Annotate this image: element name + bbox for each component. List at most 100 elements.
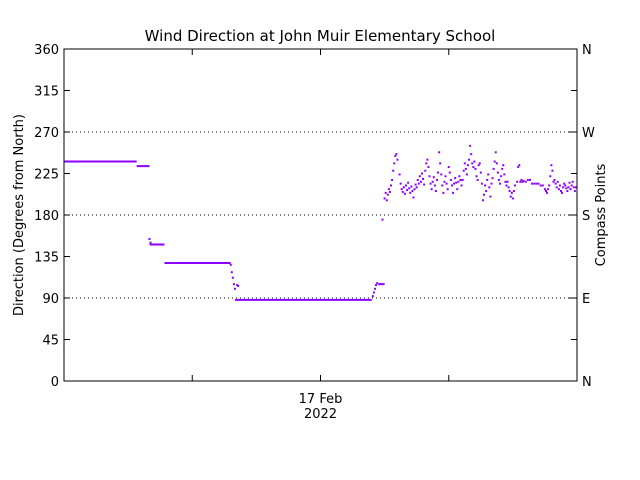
data-point bbox=[494, 151, 497, 154]
y-tick-label: 225 bbox=[34, 168, 59, 183]
y-tick-label: 45 bbox=[42, 334, 59, 349]
data-point bbox=[422, 178, 425, 181]
data-point bbox=[391, 178, 394, 181]
data-point bbox=[435, 178, 438, 181]
data-point bbox=[522, 179, 525, 182]
data-point bbox=[412, 196, 415, 199]
data-point bbox=[395, 153, 398, 156]
chart-title: Wind Direction at John Muir Elementary S… bbox=[145, 27, 496, 45]
data-point bbox=[507, 186, 510, 189]
data-point bbox=[477, 164, 480, 167]
data-point bbox=[566, 190, 569, 193]
data-point bbox=[421, 172, 424, 175]
data-point bbox=[393, 162, 396, 165]
y-tick-label: 90 bbox=[42, 292, 59, 307]
data-point bbox=[493, 160, 496, 163]
data-point bbox=[408, 187, 411, 190]
data-point bbox=[396, 158, 399, 161]
data-point bbox=[444, 175, 447, 178]
data-point bbox=[514, 184, 517, 187]
data-point bbox=[449, 178, 452, 181]
data-point bbox=[489, 195, 492, 198]
data-point bbox=[148, 237, 151, 240]
data-point bbox=[543, 188, 546, 191]
data-point bbox=[496, 171, 499, 174]
data-point bbox=[234, 287, 236, 290]
data-point bbox=[376, 282, 379, 285]
data-point bbox=[483, 193, 486, 196]
data-point bbox=[371, 295, 374, 298]
data-point bbox=[448, 171, 451, 174]
data-point bbox=[458, 175, 461, 178]
y-tick-label: 360 bbox=[34, 43, 59, 58]
data-point bbox=[466, 164, 469, 167]
data-point bbox=[465, 173, 468, 176]
data-point bbox=[471, 162, 474, 165]
data-point bbox=[236, 284, 239, 287]
data-point bbox=[500, 175, 503, 178]
data-point bbox=[394, 154, 397, 157]
data-point bbox=[456, 188, 459, 191]
data-point bbox=[385, 199, 388, 202]
data-point bbox=[443, 180, 446, 183]
data-point bbox=[413, 188, 416, 191]
data-point bbox=[455, 181, 458, 184]
data-point bbox=[452, 191, 455, 194]
data-point bbox=[548, 184, 551, 187]
data-point bbox=[564, 184, 567, 187]
y-tick-label: 180 bbox=[34, 209, 59, 224]
x-axis-year-label: 2022 bbox=[304, 407, 337, 422]
data-point bbox=[506, 180, 509, 183]
data-point bbox=[573, 190, 576, 193]
data-point bbox=[425, 162, 428, 165]
data-point bbox=[509, 195, 512, 198]
data-point bbox=[559, 190, 562, 193]
data-point bbox=[229, 263, 232, 266]
data-point bbox=[464, 167, 467, 170]
data-point bbox=[411, 190, 414, 193]
data-point bbox=[546, 191, 549, 194]
data-point bbox=[547, 188, 550, 191]
x-axis-date-label: 17 Feb bbox=[299, 392, 343, 407]
data-point bbox=[524, 180, 527, 183]
data-point bbox=[400, 188, 403, 191]
data-point bbox=[469, 144, 472, 147]
data-point bbox=[521, 180, 524, 183]
data-point bbox=[476, 178, 479, 181]
data-point bbox=[490, 182, 493, 185]
data-point bbox=[439, 162, 442, 165]
data-point bbox=[473, 160, 476, 163]
data-point bbox=[446, 188, 449, 191]
data-point bbox=[383, 197, 386, 200]
data-point bbox=[414, 183, 417, 186]
data-point bbox=[459, 178, 462, 181]
data-point bbox=[409, 191, 412, 194]
data-point bbox=[438, 151, 441, 154]
data-point bbox=[450, 184, 453, 187]
data-point bbox=[431, 180, 434, 183]
data-point bbox=[375, 284, 378, 287]
data-point bbox=[372, 291, 375, 294]
data-point bbox=[472, 166, 475, 169]
data-point bbox=[508, 190, 511, 193]
data-point bbox=[388, 190, 391, 193]
data-point bbox=[417, 182, 420, 185]
compass-label: N bbox=[582, 43, 592, 58]
data-point bbox=[407, 181, 410, 184]
data-point bbox=[491, 177, 494, 180]
data-point bbox=[518, 164, 521, 167]
data-point bbox=[535, 182, 538, 185]
axes bbox=[63, 48, 578, 382]
data-point bbox=[502, 164, 505, 167]
data-point bbox=[424, 169, 427, 172]
data-point bbox=[484, 184, 487, 187]
data-point bbox=[478, 162, 481, 165]
data-point bbox=[434, 190, 437, 193]
data-point bbox=[433, 184, 436, 187]
y-tick-label: 135 bbox=[34, 251, 59, 266]
data-point bbox=[410, 185, 413, 188]
data-point bbox=[558, 184, 561, 187]
data-point bbox=[503, 173, 506, 176]
data-point bbox=[492, 167, 495, 170]
